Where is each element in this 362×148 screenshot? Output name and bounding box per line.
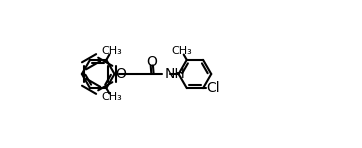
Text: CH₃: CH₃ <box>171 46 192 56</box>
Text: CH₃: CH₃ <box>101 46 122 56</box>
Text: CH₃: CH₃ <box>101 92 122 102</box>
Text: O: O <box>115 67 126 81</box>
Text: O: O <box>146 54 157 69</box>
Text: Cl: Cl <box>206 81 220 95</box>
Text: NH: NH <box>165 67 186 81</box>
